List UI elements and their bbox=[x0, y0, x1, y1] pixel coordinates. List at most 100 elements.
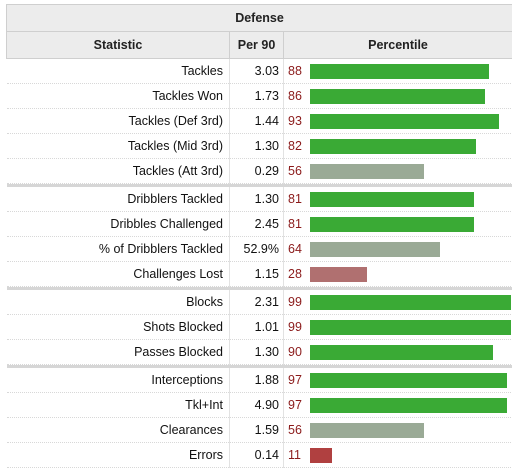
per90-value: 0.14 bbox=[230, 443, 284, 468]
percentile-cell: 11 bbox=[284, 443, 512, 468]
percentile-bar bbox=[310, 164, 424, 179]
per90-value: 1.30 bbox=[230, 187, 284, 212]
per90-value: 1.01 bbox=[230, 315, 284, 340]
percentile-cell: 88 bbox=[284, 59, 512, 84]
percentile-bar bbox=[310, 192, 474, 207]
percentile-cell: 81 bbox=[284, 212, 512, 237]
per90-value: 1.73 bbox=[230, 84, 284, 109]
percentile-cell: 90 bbox=[284, 340, 512, 365]
per90-value: 1.15 bbox=[230, 262, 284, 287]
per90-value: 1.44 bbox=[230, 109, 284, 134]
defense-stats-table: Defense Statistic Per 90 Percentile Tack… bbox=[6, 4, 512, 468]
percentile-cell: 99 bbox=[284, 315, 512, 340]
stat-name: Clearances bbox=[7, 418, 230, 443]
percentile-bar bbox=[310, 267, 367, 282]
percentile-cell: 82 bbox=[284, 134, 512, 159]
stat-name: Tackles Won bbox=[7, 84, 230, 109]
percentile-bar bbox=[310, 398, 507, 413]
percentile-value: 99 bbox=[288, 315, 302, 339]
column-header-row: Statistic Per 90 Percentile bbox=[7, 32, 512, 59]
percentile-value: 86 bbox=[288, 84, 302, 108]
percentile-bar bbox=[310, 423, 424, 438]
percentile-bar bbox=[310, 64, 489, 79]
stat-name: Dribbles Challenged bbox=[7, 212, 230, 237]
percentile-value: 81 bbox=[288, 212, 302, 236]
column-header-per90[interactable]: Per 90 bbox=[230, 32, 284, 59]
percentile-bar bbox=[310, 114, 499, 129]
percentile-bar bbox=[310, 345, 493, 360]
per90-value: 2.31 bbox=[230, 290, 284, 315]
per90-value: 2.45 bbox=[230, 212, 284, 237]
percentile-bar bbox=[310, 242, 440, 257]
percentile-bar bbox=[310, 320, 511, 335]
stat-name: Shots Blocked bbox=[7, 315, 230, 340]
stat-name: Tackles (Def 3rd) bbox=[7, 109, 230, 134]
percentile-cell: 99 bbox=[284, 290, 512, 315]
percentile-value: 56 bbox=[288, 418, 302, 442]
percentile-value: 11 bbox=[288, 443, 301, 467]
percentile-bar bbox=[310, 373, 507, 388]
percentile-cell: 97 bbox=[284, 393, 512, 418]
percentile-value: 90 bbox=[288, 340, 302, 364]
percentile-value: 93 bbox=[288, 109, 302, 133]
per90-value: 4.90 bbox=[230, 393, 284, 418]
percentile-value: 88 bbox=[288, 59, 302, 83]
percentile-cell: 93 bbox=[284, 109, 512, 134]
stat-name: Blocks bbox=[7, 290, 230, 315]
per90-value: 3.03 bbox=[230, 59, 284, 84]
percentile-bar bbox=[310, 139, 476, 154]
percentile-cell: 28 bbox=[284, 262, 512, 287]
stat-name: Challenges Lost bbox=[7, 262, 230, 287]
percentile-value: 56 bbox=[288, 159, 302, 183]
percentile-value: 64 bbox=[288, 237, 302, 261]
column-header-percentile[interactable]: Percentile bbox=[284, 32, 512, 59]
percentile-bar bbox=[310, 295, 511, 310]
stat-name: Tackles bbox=[7, 59, 230, 84]
per90-value: 1.59 bbox=[230, 418, 284, 443]
percentile-cell: 56 bbox=[284, 159, 512, 184]
stat-name: Interceptions bbox=[7, 368, 230, 393]
percentile-cell: 64 bbox=[284, 237, 512, 262]
defense-stats-table-wrapper: Defense Statistic Per 90 Percentile Tack… bbox=[6, 4, 512, 468]
percentile-bar bbox=[310, 217, 474, 232]
stat-name: Tackles (Mid 3rd) bbox=[7, 134, 230, 159]
percentile-cell: 97 bbox=[284, 368, 512, 393]
percentile-cell: 86 bbox=[284, 84, 512, 109]
stat-name: Errors bbox=[7, 443, 230, 468]
group-header-row: Defense bbox=[7, 5, 512, 32]
percentile-value: 82 bbox=[288, 134, 302, 158]
stat-name: Tackles (Att 3rd) bbox=[7, 159, 230, 184]
stat-name: Dribblers Tackled bbox=[7, 187, 230, 212]
percentile-cell: 56 bbox=[284, 418, 512, 443]
per90-value: 1.30 bbox=[230, 340, 284, 365]
percentile-bar bbox=[310, 89, 485, 104]
per90-value: 0.29 bbox=[230, 159, 284, 184]
group-title: Defense bbox=[7, 5, 512, 32]
per90-value: 52.9% bbox=[230, 237, 284, 262]
percentile-value: 81 bbox=[288, 187, 302, 211]
column-header-statistic[interactable]: Statistic bbox=[7, 32, 230, 59]
stat-name: % of Dribblers Tackled bbox=[7, 237, 230, 262]
percentile-value: 97 bbox=[288, 368, 302, 392]
per90-value: 1.88 bbox=[230, 368, 284, 393]
percentile-value: 97 bbox=[288, 393, 302, 417]
per90-value: 1.30 bbox=[230, 134, 284, 159]
percentile-value: 99 bbox=[288, 290, 302, 314]
percentile-bar bbox=[310, 448, 332, 463]
percentile-cell: 81 bbox=[284, 187, 512, 212]
